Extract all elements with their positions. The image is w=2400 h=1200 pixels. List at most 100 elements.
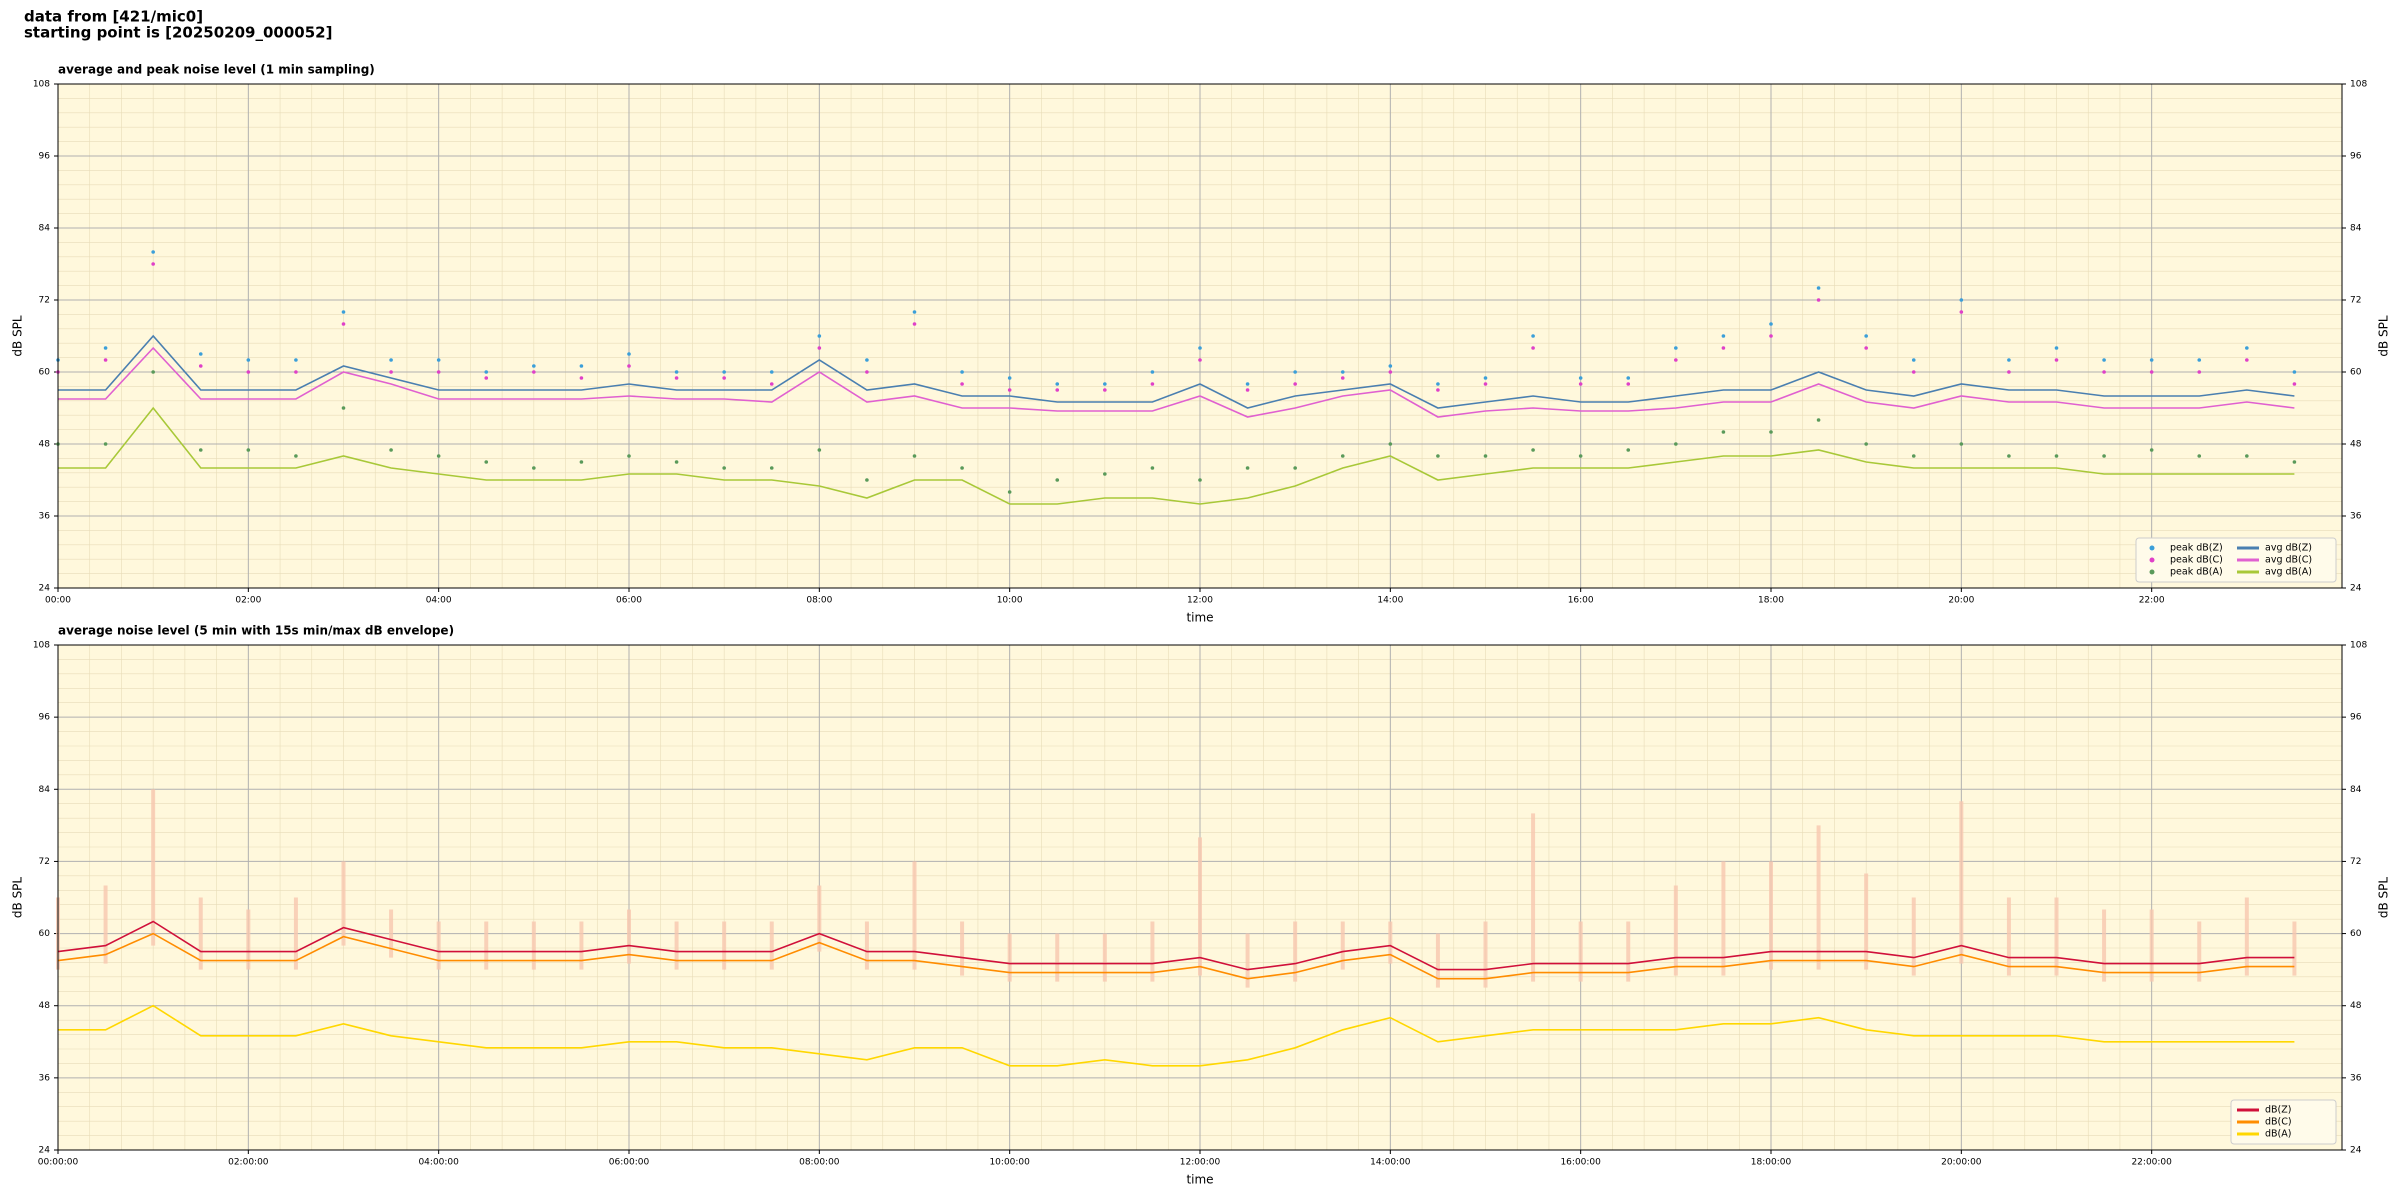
x-axis-label: time — [1186, 611, 1213, 625]
peak-point — [1007, 388, 1012, 392]
peak-point — [1483, 382, 1488, 386]
y-tick-label: 96 — [2350, 152, 2362, 162]
legend-label: peak dB(C) — [2170, 555, 2223, 566]
peak-point — [436, 358, 441, 362]
peak-point — [341, 322, 346, 326]
peak-point — [1245, 466, 1250, 470]
x-tick-label: 04:00 — [426, 596, 452, 606]
peak-point — [2245, 346, 2249, 350]
peak-point — [2245, 454, 2249, 458]
peak-point — [1293, 370, 1297, 374]
peak-point — [960, 466, 964, 470]
series-line — [58, 406, 2295, 505]
x-tick-label: 10:00:00 — [989, 1158, 1030, 1168]
peak-point — [1340, 454, 1345, 458]
peak-point — [1103, 388, 1107, 392]
chart-title: average noise level (5 min with 15s min/… — [58, 624, 454, 638]
peak-point — [246, 370, 251, 374]
x-tick-label: 00:00 — [45, 596, 71, 606]
y-tick-label: 108 — [2350, 80, 2367, 90]
peak-point — [341, 406, 346, 410]
peak-point — [2292, 370, 2297, 374]
peak-point — [1055, 382, 1060, 386]
peak-point — [817, 346, 822, 350]
peak-point — [1626, 376, 1631, 380]
peak-point — [389, 358, 393, 362]
peak-point — [865, 358, 869, 362]
legend-marker — [2149, 569, 2155, 575]
peak-point — [198, 448, 203, 452]
peak-point — [1007, 490, 1012, 494]
plot-frame — [57, 644, 2343, 1151]
y-tick-label: 60 — [2350, 368, 2362, 378]
x-tick-label: 06:00 — [616, 596, 642, 606]
peak-point — [1816, 418, 1821, 422]
peak-point — [1769, 430, 1773, 434]
peak-point — [103, 358, 108, 362]
peak-point — [722, 370, 726, 374]
peak-point — [960, 382, 964, 386]
x-tick-label: 02:00:00 — [228, 1158, 269, 1168]
series-line — [57, 920, 2295, 971]
legend-label: peak dB(Z) — [2170, 543, 2223, 554]
legend-marker — [2149, 545, 2155, 551]
peak-point — [436, 370, 441, 374]
peak-point — [246, 358, 251, 362]
peak-point — [579, 460, 584, 464]
peak-point — [103, 346, 108, 350]
peak-point — [1388, 442, 1393, 446]
peak-point — [294, 454, 298, 458]
peak-point — [817, 448, 822, 452]
legend-label: dB(Z) — [2265, 1105, 2291, 1116]
peak-point — [2054, 358, 2059, 362]
y-tick-label: 48 — [2350, 1001, 2362, 1011]
peak-point — [103, 442, 108, 446]
y-tick-label: 24 — [39, 584, 51, 594]
y-tick-label: 36 — [2350, 1073, 2362, 1083]
peak-point — [1578, 454, 1583, 458]
peak-point — [1864, 442, 1868, 446]
peak-point — [1531, 346, 1535, 350]
peak-point — [1245, 382, 1250, 386]
peak-point — [246, 448, 251, 452]
peak-point — [2197, 358, 2202, 362]
x-tick-label: 00:00:00 — [38, 1158, 79, 1168]
header-line: data from [421/mic0] — [24, 8, 203, 26]
peak-point — [484, 460, 489, 464]
y-tick-label: 24 — [2350, 1146, 2362, 1156]
y-tick-label: 48 — [39, 1001, 51, 1011]
y-axis-label: dB SPL — [11, 315, 25, 357]
x-tick-label: 04:00:00 — [418, 1158, 459, 1168]
peak-point — [912, 322, 917, 326]
peak-point — [2197, 370, 2202, 374]
peak-point — [769, 382, 774, 386]
peak-point — [1150, 466, 1155, 470]
peak-point — [2054, 454, 2059, 458]
chart-title: average and peak noise level (1 min samp… — [58, 63, 375, 77]
peak-point — [2149, 370, 2154, 374]
peak-point — [2054, 346, 2059, 350]
peak-point — [1674, 346, 1678, 350]
header-line: starting point is [20250209_000052] — [24, 24, 332, 42]
peak-point — [1674, 442, 1678, 446]
peak-point — [1436, 454, 1440, 458]
peak-point — [151, 370, 155, 374]
peak-point — [674, 376, 679, 380]
y-axis-label: dB SPL — [11, 877, 25, 919]
peak-point — [1721, 346, 1726, 350]
peak-point — [1626, 382, 1631, 386]
peak-point — [1959, 442, 1964, 446]
peak-point — [1911, 454, 1916, 458]
peak-point — [1959, 310, 1964, 314]
peak-point — [1769, 322, 1773, 326]
peak-point — [294, 370, 298, 374]
peak-point — [1245, 388, 1250, 392]
series-line — [58, 334, 2295, 409]
x-tick-label: 20:00:00 — [1941, 1158, 1982, 1168]
legend-label: avg dB(C) — [2265, 555, 2312, 566]
peak-point — [1959, 298, 1964, 302]
legend-box — [2135, 537, 2337, 583]
peak-point — [2102, 358, 2106, 362]
peak-point — [722, 466, 726, 470]
peak-point — [2149, 358, 2154, 362]
